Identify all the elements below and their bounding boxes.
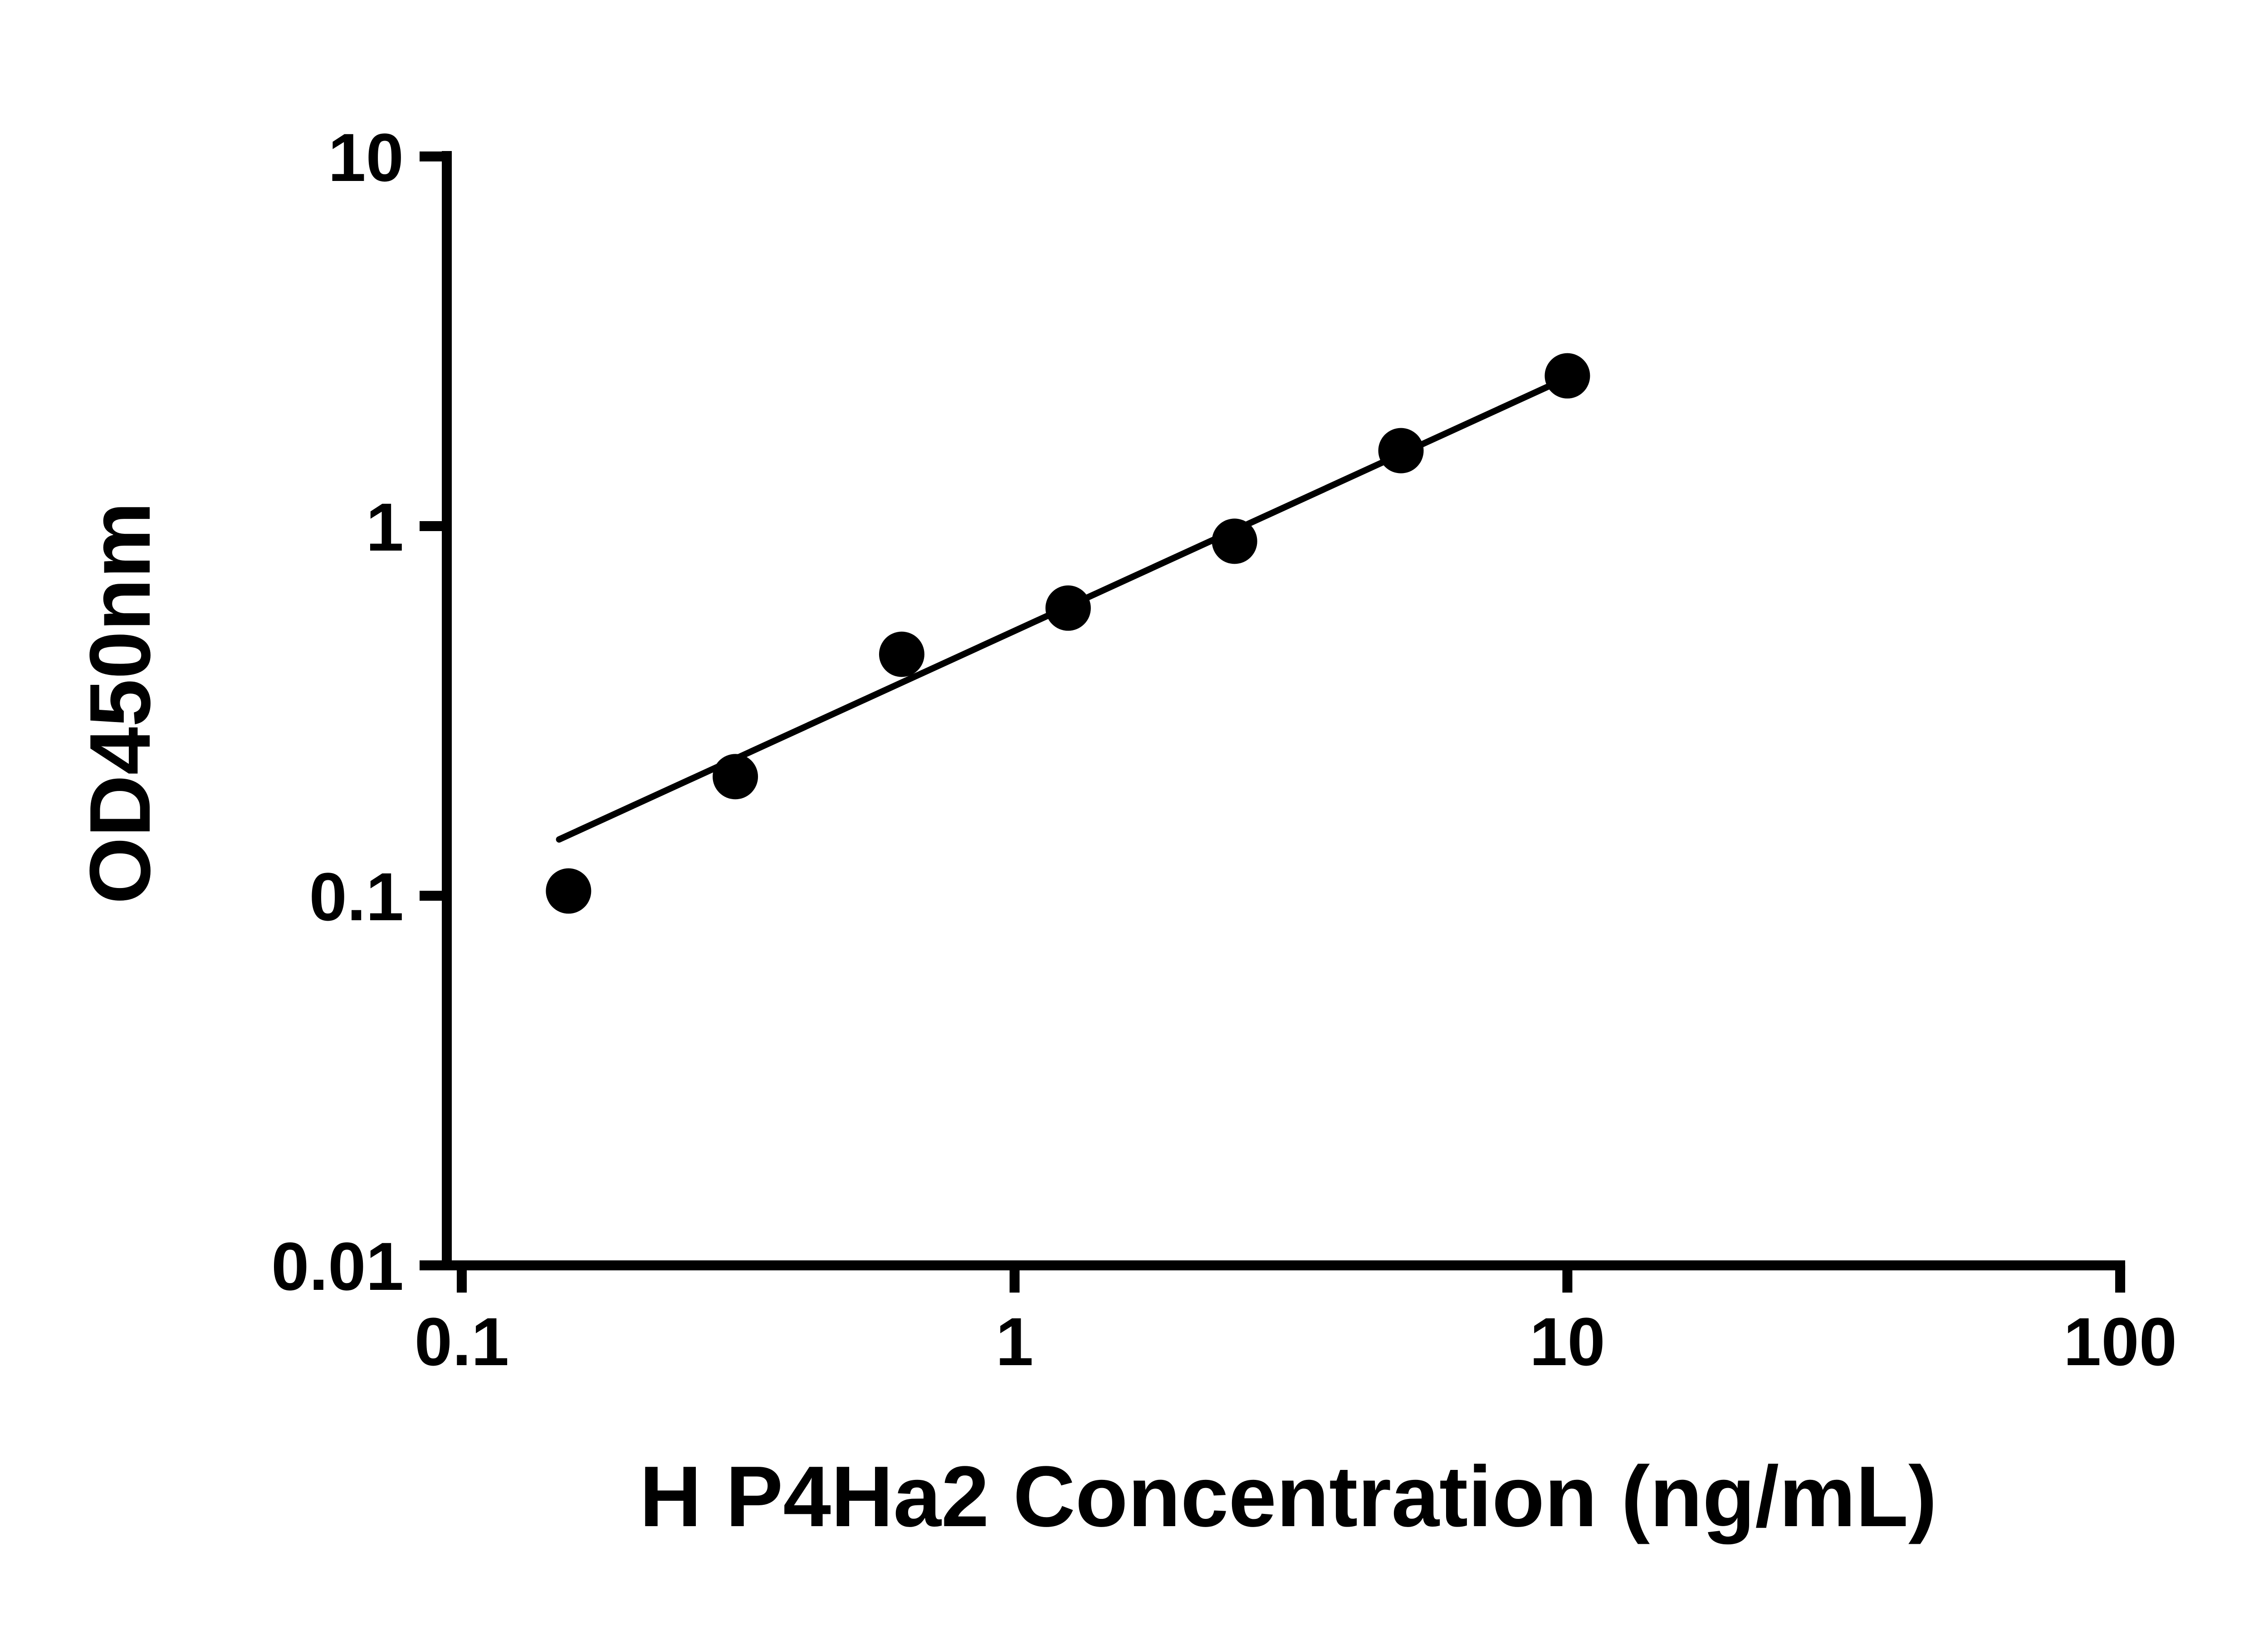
- y-tick-label: 0.1: [309, 859, 404, 935]
- x-axis-title: H P4Ha2 Concentration (ng/mL): [640, 1449, 1937, 1545]
- y-axis-title: OD450nm: [72, 502, 168, 904]
- data-point: [1545, 353, 1590, 399]
- series-layer: [546, 353, 1590, 914]
- data-point: [879, 631, 924, 677]
- y-tick-label: 10: [328, 119, 404, 195]
- x-tick-label: 0.1: [415, 1303, 509, 1380]
- x-tick-label: 100: [2063, 1303, 2177, 1380]
- x-tick-label: 1: [996, 1303, 1033, 1380]
- data-point: [1378, 428, 1424, 473]
- data-point: [713, 754, 758, 800]
- x-tick-label: 10: [1530, 1303, 1605, 1380]
- data-point: [1045, 585, 1091, 631]
- y-tick-label: 0.01: [271, 1228, 404, 1304]
- y-tick-label: 1: [366, 489, 404, 565]
- data-point: [1212, 518, 1257, 564]
- axes-layer: [442, 151, 2126, 1270]
- data-point: [546, 868, 591, 914]
